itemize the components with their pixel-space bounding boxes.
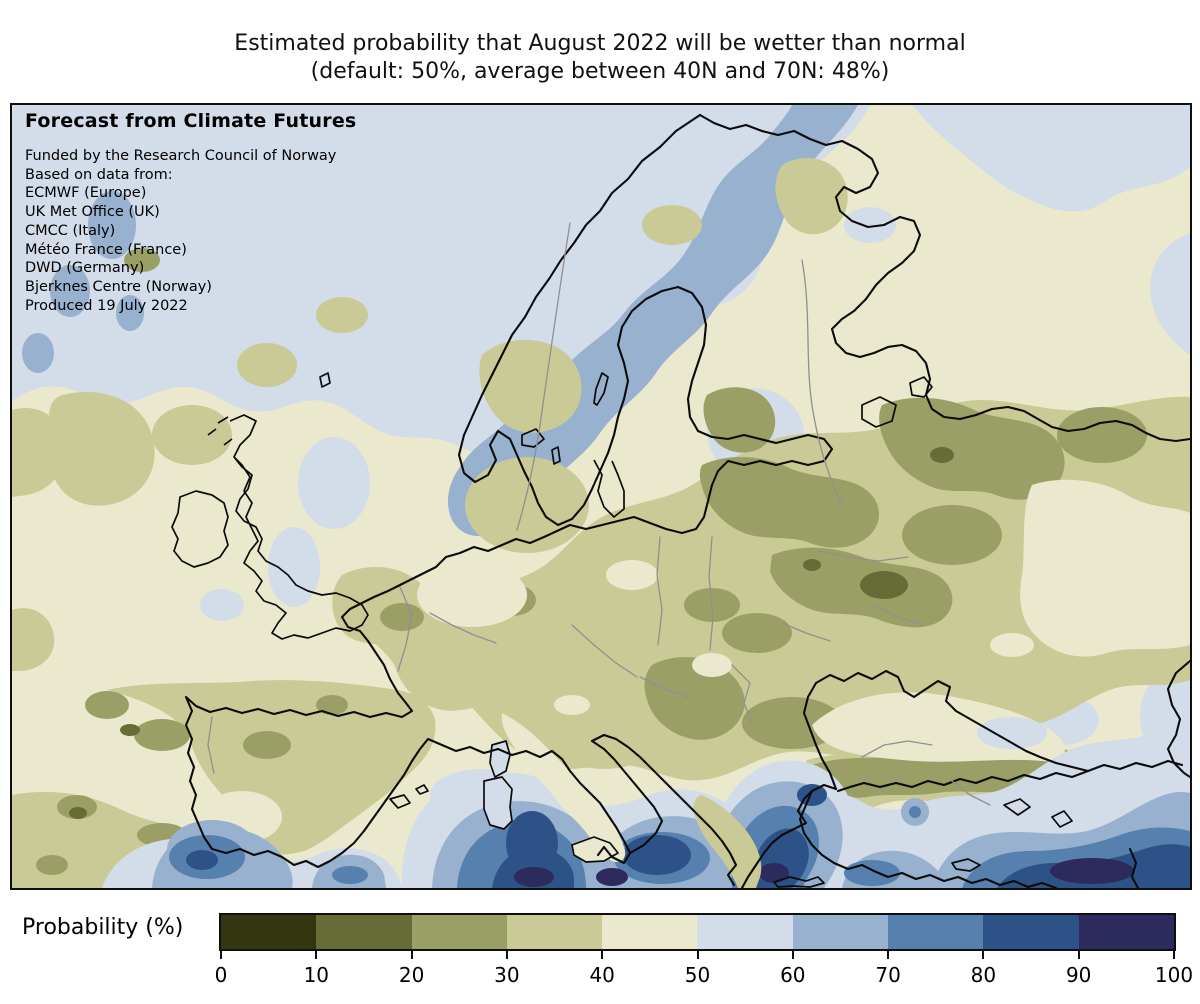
credit-line: UK Met Office (UK) (25, 204, 160, 221)
colorbar-tick-label: 100 (1154, 963, 1194, 987)
colorbar-segment (792, 915, 889, 949)
credit-line: ECMWF (Europe) (25, 185, 147, 202)
colorbar-label: Probability (%) (22, 915, 184, 940)
colorbar-segment (411, 915, 507, 949)
credit-line: DWD (Germany) (25, 260, 145, 277)
colorbar-segment (983, 915, 1079, 949)
figure-title: Estimated probability that August 2022 w… (0, 30, 1200, 86)
colorbar (219, 913, 1176, 951)
colorbar-tick-label: 20 (398, 963, 425, 987)
country-borders (207, 222, 991, 806)
colorbar-tick-mark (791, 949, 794, 959)
colorbar-tick-mark (982, 949, 985, 959)
map-frame: Forecast from Climate Futures Funded by … (10, 103, 1192, 890)
colorbar-tick-label: 90 (1065, 963, 1092, 987)
colorbar-segment (316, 915, 412, 949)
peninsula-fills (484, 713, 762, 888)
credit-line: Météo France (France) (25, 241, 187, 258)
map-credits: Funded by the Research Council of Norway… (25, 147, 356, 315)
colorbar-tick-mark (887, 949, 890, 959)
colorbar-segment (697, 915, 793, 949)
colorbar-legend: Probability (%) 0 10 20 30 40 50 60 70 80 90 100 (0, 905, 1200, 1004)
colorbar-segment (602, 915, 698, 949)
colorbar-tick-mark (315, 949, 318, 959)
colorbar-tick-label: 0 (214, 963, 228, 987)
colorbar-tick-mark (696, 949, 699, 959)
black-sea-light-patch (977, 717, 1047, 749)
sea-90-100-cores (514, 858, 1134, 887)
map-heading: Forecast from Climate Futures (25, 110, 357, 132)
credit-line: Based on data from: (25, 166, 173, 183)
colorbar-segment (506, 915, 603, 949)
colorbar-tick-mark (410, 949, 413, 959)
colorbar-tick-label: 40 (589, 963, 615, 987)
credit-line: Funded by the Research Council of Norway (25, 148, 337, 164)
colorbar-tick-label: 60 (780, 963, 806, 987)
figure-title-line2: (default: 50%, average between 40N and 7… (310, 59, 890, 84)
colorbar-tick-label: 30 (494, 963, 520, 987)
credit-line: Produced 19 July 2022 (25, 297, 188, 314)
map-annotation: Forecast from Climate Futures Funded by … (25, 110, 356, 315)
land-10-20-spots (69, 447, 954, 819)
credit-line: CMCC (Italy) (25, 222, 116, 239)
colorbar-tick-mark (601, 949, 604, 959)
colorbar-segment (221, 915, 317, 949)
colorbar-tick-label: 10 (303, 963, 330, 987)
colorbar-tick-label: 80 (970, 963, 997, 987)
colorbar-tick-mark (1173, 949, 1175, 959)
colorbar-tick-mark (505, 949, 508, 959)
figure-title-line1: Estimated probability that August 2022 w… (234, 31, 966, 56)
coastlines (171, 113, 1190, 888)
colorbar-tick-label: 70 (875, 963, 901, 987)
colorbar-segment (1078, 915, 1174, 949)
credit-line: Bjerknes Centre (Norway) (25, 278, 212, 295)
colorbar-tick-mark (220, 949, 222, 959)
colorbar-segment (888, 915, 984, 949)
colorbar-tick-mark (1077, 949, 1080, 959)
europe-probability-map (12, 105, 1190, 888)
colorbar-tick-label: 50 (684, 963, 711, 987)
